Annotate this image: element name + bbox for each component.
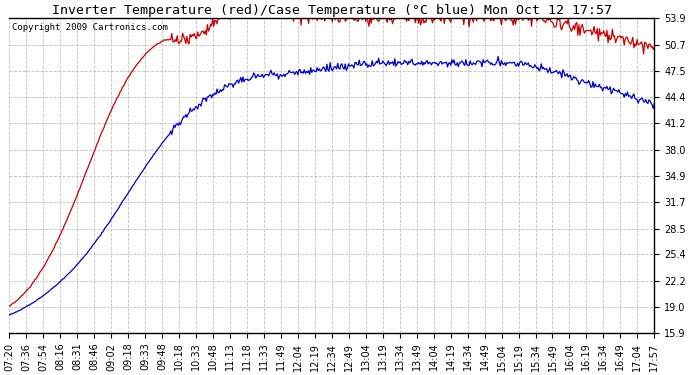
Text: Copyright 2009 Cartronics.com: Copyright 2009 Cartronics.com	[12, 23, 168, 32]
Title: Inverter Temperature (red)/Case Temperature (°C blue) Mon Oct 12 17:57: Inverter Temperature (red)/Case Temperat…	[52, 4, 612, 17]
